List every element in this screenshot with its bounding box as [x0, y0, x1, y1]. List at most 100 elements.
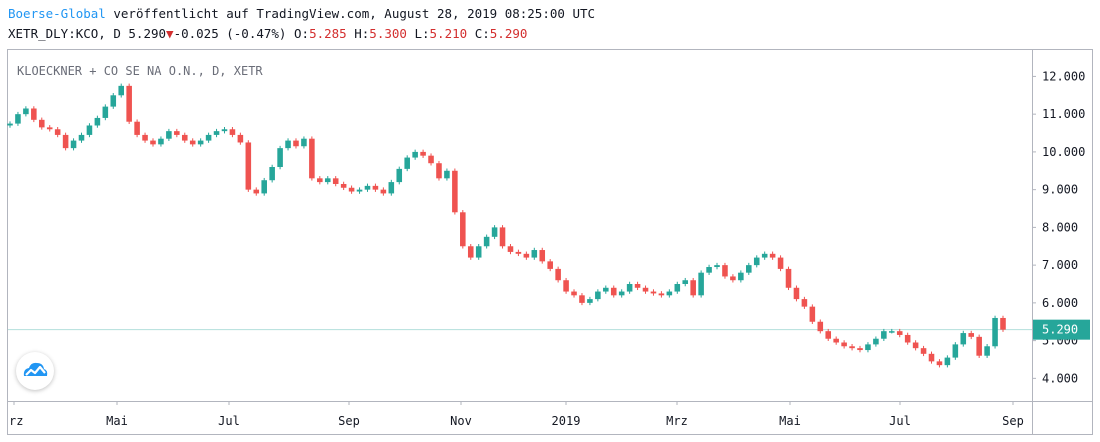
candle-body	[491, 227, 498, 237]
candle-body	[46, 127, 53, 130]
candle-body	[944, 357, 951, 366]
candle-body	[706, 267, 712, 273]
candle-body	[436, 163, 442, 179]
price-badge-bg	[1033, 319, 1090, 340]
candle-body	[348, 187, 355, 192]
candle-body	[531, 250, 538, 258]
candle-body	[674, 284, 681, 292]
candle-body	[841, 342, 847, 347]
candle-body	[626, 284, 633, 292]
candle-body	[118, 85, 124, 96]
candle-body	[785, 268, 792, 288]
candle-body	[968, 333, 975, 337]
candle-body	[205, 134, 212, 141]
candle-body	[189, 140, 196, 145]
time-tick-label: Jul	[218, 414, 240, 428]
candle-body	[698, 272, 704, 296]
candle-body	[976, 336, 982, 356]
candle-body	[849, 346, 855, 349]
tradingview-cloud-icon[interactable]	[16, 352, 54, 390]
candle-body	[984, 346, 990, 356]
candle-body	[221, 129, 228, 132]
candle-body	[428, 155, 434, 164]
candle-body	[62, 134, 69, 149]
candle-body	[301, 138, 307, 147]
candle-body	[380, 189, 387, 194]
candle-body	[483, 236, 490, 247]
close-value: 5.290	[489, 26, 528, 41]
candle-body	[23, 108, 29, 115]
candle-body	[364, 185, 371, 190]
candle-body	[372, 185, 379, 190]
open-value: 5.285	[309, 26, 347, 41]
candle-body	[873, 338, 879, 345]
candle-body	[658, 293, 665, 296]
last-price-badge: 5.290	[1033, 319, 1090, 340]
candle-body	[213, 131, 220, 135]
candle-body	[94, 117, 101, 126]
candle-body	[610, 287, 617, 296]
candle-body	[992, 317, 998, 347]
candle-body	[412, 151, 418, 158]
time-axis[interactable]: rz Mai Jul Sep Nov 2019 Mrz Mai Jul Sep	[9, 401, 1024, 428]
ticker-prefix: XETR_DLY:KCO, D 5.290	[8, 26, 167, 41]
candle-body	[603, 287, 609, 292]
price-tick-label: 7.000	[1042, 258, 1078, 272]
candle-body	[197, 140, 204, 145]
time-tick-label: Nov	[450, 414, 472, 428]
candle-body	[936, 361, 943, 366]
high-label: H:	[354, 26, 370, 41]
time-tick-label: 2019	[552, 414, 581, 428]
candle-body	[571, 291, 577, 296]
candle-body	[15, 114, 21, 124]
candle-body	[7, 123, 13, 126]
candle-body	[110, 95, 117, 107]
candle-body	[460, 212, 466, 247]
price-change: -0.025 (-0.47%)	[173, 26, 287, 41]
candle-body	[920, 348, 927, 354]
axis-lines	[8, 50, 1092, 434]
chart-frame	[7, 49, 1093, 435]
candle-body	[904, 334, 911, 343]
time-tick-label: Sep	[338, 414, 360, 428]
candle-body	[817, 321, 824, 332]
candle-body	[324, 178, 331, 183]
price-badge-label: 5.290	[1042, 323, 1078, 337]
candle-body	[166, 131, 172, 139]
time-tick-label: Mai	[106, 414, 128, 428]
candle-body	[309, 138, 315, 179]
low-label: L:	[414, 26, 430, 41]
candle-body	[523, 253, 530, 258]
candle-body	[769, 253, 776, 258]
candle-body	[285, 140, 291, 149]
candle-body	[730, 276, 736, 281]
candle-body	[134, 121, 140, 135]
candle-body	[515, 251, 522, 254]
author-link[interactable]: Boerse-Global	[8, 6, 106, 21]
candle-body	[293, 140, 299, 147]
candle-body	[317, 178, 323, 183]
candle-body	[857, 348, 863, 351]
candle-body	[793, 287, 800, 300]
candle-body	[150, 140, 156, 145]
candle-body	[539, 250, 546, 262]
candle-body	[245, 142, 252, 190]
candle-body	[738, 272, 744, 281]
candle-body	[237, 134, 244, 143]
price-tick-label: 10.000	[1042, 145, 1085, 159]
candle-body	[277, 148, 283, 167]
time-tick-label: Mai	[779, 414, 801, 428]
high-value: 5.300	[369, 26, 407, 41]
time-tick-label: rz	[9, 414, 23, 428]
candle-body	[404, 157, 410, 169]
low-value: 5.210	[429, 26, 468, 41]
close-label: C:	[474, 26, 490, 41]
candle-body	[229, 129, 236, 135]
candle-body	[142, 134, 148, 141]
candle-body	[753, 257, 760, 266]
candle-body	[896, 331, 903, 335]
price-tick-label: 4.000	[1042, 371, 1078, 385]
time-tick-label: Sep	[1002, 414, 1024, 428]
candle-body	[618, 291, 625, 296]
